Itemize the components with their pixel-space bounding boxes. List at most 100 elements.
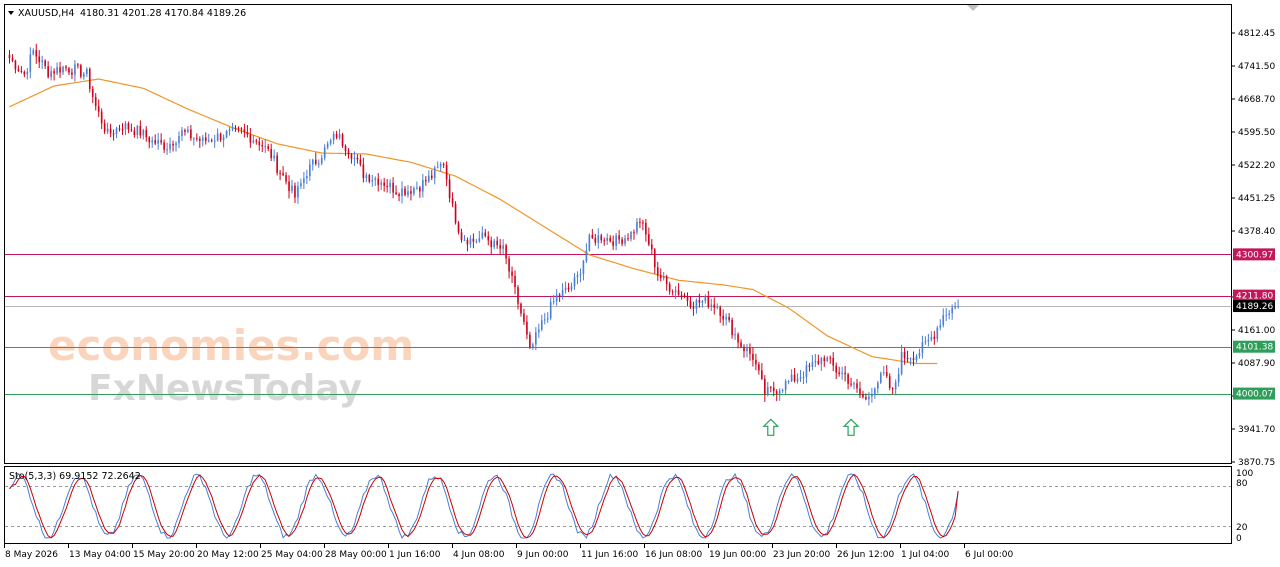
candle-body — [957, 306, 959, 308]
candle-body — [300, 183, 302, 187]
candle-body — [520, 303, 522, 314]
dropdown-triangle-icon[interactable] — [8, 11, 14, 15]
candle-body — [543, 319, 546, 321]
candle-body — [686, 296, 689, 301]
candle-body — [894, 381, 897, 390]
candle-body — [282, 173, 284, 176]
candle-body — [127, 123, 130, 130]
level-tag-label-0: 4300.97 — [1236, 250, 1273, 260]
candle-body — [416, 187, 418, 189]
candle-body — [258, 141, 261, 145]
candle-body — [546, 318, 549, 320]
candle-body — [142, 129, 145, 136]
candle-body — [228, 129, 231, 131]
candle-body — [413, 188, 415, 194]
candle-body — [356, 157, 359, 160]
price-tick-label: 4595.50 — [1238, 128, 1275, 138]
candle-body — [921, 342, 924, 354]
candle-body — [314, 159, 317, 164]
candle-body — [829, 357, 832, 359]
candle-body — [85, 68, 88, 74]
candle-body — [591, 235, 594, 238]
candle-body — [582, 261, 585, 275]
candle-body — [32, 50, 35, 55]
candle-body — [332, 133, 335, 141]
candle-body — [231, 127, 234, 130]
candle-body — [882, 372, 885, 374]
candle-body — [115, 128, 118, 135]
level-tag-2 — [1233, 340, 1275, 353]
candle-body — [475, 241, 478, 243]
candle-body — [124, 123, 127, 130]
candle-body — [885, 372, 888, 377]
candle-body — [707, 296, 710, 307]
candle-body — [948, 313, 951, 315]
candle-body — [903, 351, 906, 359]
candle-body — [184, 130, 186, 132]
candle-body — [567, 287, 570, 290]
candle-body — [523, 313, 525, 322]
horizontal-levels — [5, 254, 1231, 395]
candle-body — [514, 275, 516, 288]
candle-body — [540, 320, 543, 330]
watermark: economies.com FxNewsToday — [48, 321, 414, 409]
candle-body — [683, 295, 686, 297]
candle-body — [424, 180, 427, 182]
candle-body — [930, 336, 933, 340]
candle-body — [740, 342, 742, 347]
candle-body — [817, 361, 820, 364]
candle-body — [368, 175, 371, 182]
candle-body — [255, 140, 258, 142]
moving-average — [9, 78, 938, 365]
candle-body — [680, 294, 683, 296]
time-tick-label: 6 Jul 00:00 — [965, 550, 1014, 560]
candle-body — [924, 341, 927, 343]
candle-body — [627, 238, 629, 240]
candle-body — [710, 304, 713, 307]
chart-header: XAUUSD,H4 4180.31 4201.28 4170.84 4189.2… — [8, 8, 246, 19]
candle-body — [118, 128, 121, 130]
candle-body — [445, 165, 448, 180]
candle-body — [204, 137, 207, 142]
candle-body — [879, 373, 882, 383]
candle-body — [689, 300, 692, 307]
candle-body — [734, 334, 736, 336]
candle-body — [365, 175, 368, 179]
candle-body — [460, 232, 463, 241]
level-tag-label-2: 4101.38 — [1236, 343, 1273, 353]
candle-body — [136, 125, 139, 135]
candle-body — [775, 391, 778, 394]
candle-body — [309, 164, 311, 177]
candle-body — [850, 383, 852, 385]
candle-body — [793, 374, 796, 382]
candle-body — [169, 143, 171, 150]
candle-body — [243, 129, 246, 133]
candle-body — [109, 128, 112, 134]
candle-body — [389, 182, 391, 187]
candle-body — [484, 232, 487, 236]
time-tick-label: 16 Jun 08:00 — [645, 550, 702, 560]
candle-body — [68, 68, 70, 73]
ohlc-values: 4180.31 4201.28 4170.84 4189.26 — [80, 8, 246, 19]
candle-body — [564, 287, 567, 290]
candle-body — [844, 372, 846, 375]
candle-body — [246, 132, 249, 135]
candle-body — [77, 64, 79, 66]
candle-body — [814, 361, 817, 363]
candle-body — [427, 175, 430, 182]
candle-body — [225, 130, 228, 138]
candle-body — [112, 133, 115, 135]
candle-body — [14, 60, 17, 70]
candle-body — [442, 164, 445, 166]
candle-body — [624, 238, 626, 244]
current-price-label: 4189.26 — [1236, 302, 1273, 312]
candle-body — [874, 388, 876, 395]
scroll-indicator-icon[interactable] — [967, 5, 979, 11]
candle-body — [88, 68, 91, 89]
main-pane[interactable] — [4, 4, 1232, 464]
candle-body — [945, 314, 948, 316]
candle-body — [157, 140, 159, 144]
candle-body — [291, 185, 293, 192]
